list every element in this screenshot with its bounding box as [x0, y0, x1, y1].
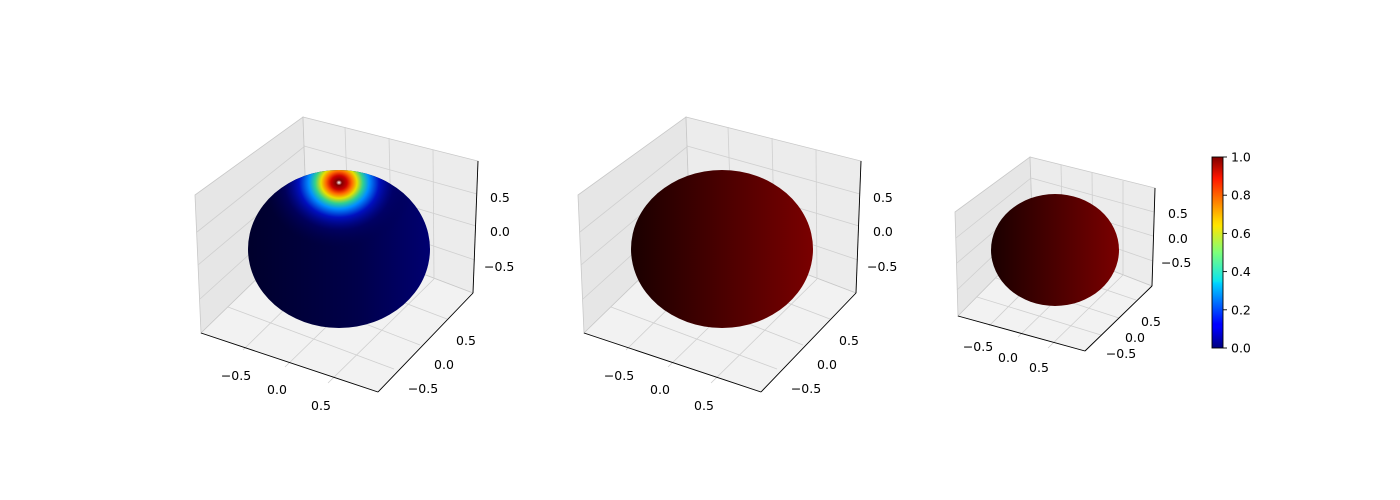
- panel-1-z-tick: 0.5: [490, 190, 510, 205]
- panel-1-y-ticks: 0.5 0.0 −0.5: [408, 333, 476, 396]
- panel-3-y-tick: 0.0: [1125, 330, 1145, 345]
- panel-2-z-ticks: 0.5 0.0 −0.5: [867, 190, 897, 274]
- colorbar-tick-label: 0.6: [1231, 226, 1251, 241]
- panel-2-sphere: [631, 170, 813, 328]
- panel-3-x-ticks: −0.5 0.0 0.5: [963, 339, 1049, 375]
- colorbar-tick-label: 1.0: [1231, 150, 1251, 165]
- colorbar-tick-label: 0.2: [1231, 302, 1251, 317]
- panel-1-z-tick: 0.0: [490, 224, 510, 239]
- panel-3-y-tick: 0.5: [1141, 314, 1161, 329]
- panel-1-z-ticks: 0.5 0.0 −0.5: [484, 190, 514, 274]
- panel-2-y-tick: 0.0: [817, 357, 837, 372]
- panel-2-y-tick: 0.5: [839, 333, 859, 348]
- panel-3-sphere: [991, 194, 1119, 306]
- panel-2-y-tick: −0.5: [791, 381, 821, 396]
- panel-2-z-tick: 0.0: [873, 224, 893, 239]
- colorbar-tick-label: 0.4: [1231, 264, 1251, 279]
- panel-1-y-tick: 0.5: [456, 333, 476, 348]
- panel-2: −0.5 0.0 0.5 0.5 0.0 −0.5 0.5 0.0 −0.5: [577, 116, 897, 413]
- panel-2-axis-lines: [583, 160, 862, 393]
- panel-1-z-tick: −0.5: [484, 259, 514, 274]
- panel-1-pole-heat: [248, 170, 430, 328]
- panel-3-x-tick: −0.5: [963, 339, 993, 354]
- panel-2-x-tick: −0.5: [604, 368, 634, 383]
- panel-2-x-tick: 0.0: [650, 382, 670, 397]
- panel-1-axis-lines: [200, 160, 479, 393]
- panel-1-y-tick: 0.0: [434, 357, 454, 372]
- panel-3-z-tick: −0.5: [1161, 255, 1191, 270]
- panel-3: −0.5 0.0 0.5 0.5 0.0 −0.5 0.5 0.0 −0.5: [954, 156, 1191, 375]
- colorbar-ticks: 0.0 0.2 0.4 0.6 0.8 1.0: [1223, 150, 1251, 356]
- panel-3-x-tick: 0.5: [1029, 360, 1049, 375]
- panel-1-x-tick: 0.5: [311, 398, 331, 413]
- panel-2-x-ticks: −0.5 0.0 0.5: [604, 368, 714, 413]
- panel-1-x-tick: 0.0: [267, 382, 287, 397]
- panel-1-y-tick: −0.5: [408, 381, 438, 396]
- panel-3-axis-lines: [957, 187, 1156, 352]
- panel-3-y-tick: −0.5: [1106, 346, 1136, 361]
- panel-3-z-tick: 0.5: [1168, 206, 1188, 221]
- panel-2-y-ticks: 0.5 0.0 −0.5: [791, 333, 859, 396]
- panel-3-y-ticks: 0.5 0.0 −0.5: [1106, 314, 1161, 361]
- colorbar-tick-label: 0.0: [1231, 341, 1251, 356]
- panel-3-x-tick: 0.0: [998, 350, 1018, 365]
- panel-2-x-tick: 0.5: [694, 398, 714, 413]
- panel-1: −0.5 0.0 0.5 0.5 0.0 −0.5 0.5 0.0 −0.5: [194, 116, 514, 413]
- panel-2-z-tick: 0.5: [873, 190, 893, 205]
- colorbar-gradient: [1211, 156, 1224, 349]
- colorbar-tick-label: 0.8: [1231, 188, 1251, 203]
- panel-1-x-tick: −0.5: [221, 368, 251, 383]
- panel-3-z-tick: 0.0: [1168, 231, 1188, 246]
- panel-1-x-ticks: −0.5 0.0 0.5: [221, 368, 331, 413]
- colorbar: 0.0 0.2 0.4 0.6 0.8 1.0: [1211, 150, 1251, 356]
- panel-2-z-tick: −0.5: [867, 259, 897, 274]
- panel-3-z-ticks: 0.5 0.0 −0.5: [1161, 206, 1191, 270]
